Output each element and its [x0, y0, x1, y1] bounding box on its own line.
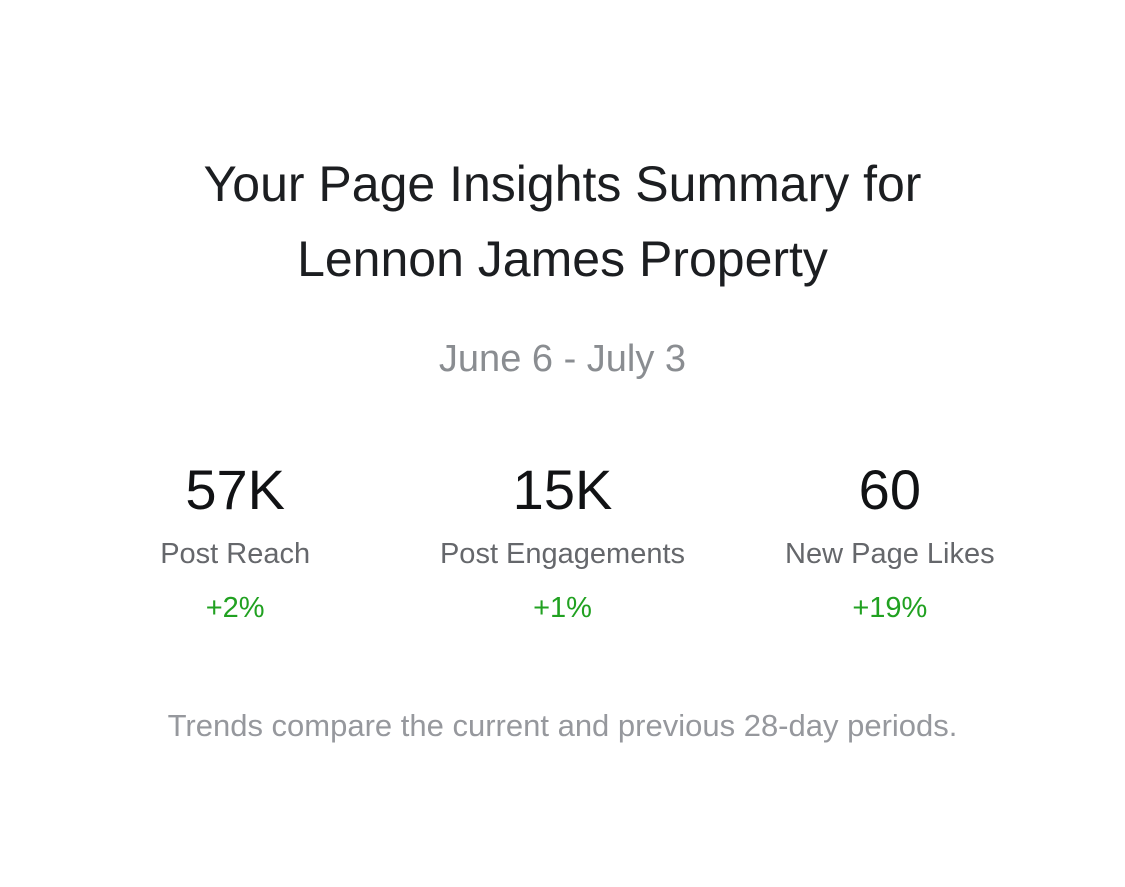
new-page-likes-label: New Page Likes — [785, 538, 995, 570]
metrics-row: 57K Post Reach +2% 15K Post Engagements … — [72, 459, 1054, 625]
page-title-line-2: Lennon James Property — [297, 231, 828, 287]
new-page-likes-trend: +19% — [852, 592, 928, 624]
page-title-line-1: Your Page Insights Summary for — [203, 156, 922, 212]
metric-post-engagements: 15K Post Engagements +1% — [399, 459, 726, 625]
post-reach-value: 57K — [185, 458, 285, 521]
page-title: Your Page Insights Summary for Lennon Ja… — [0, 0, 1125, 297]
date-range-label: June 6 - July 3 — [438, 338, 687, 380]
trend-footnote: Trends compare the current and previous … — [167, 708, 958, 743]
post-reach-trend: +2% — [205, 592, 265, 624]
post-engagements-trend: +1% — [533, 592, 592, 624]
post-reach-label: Post Reach — [160, 538, 311, 570]
metric-post-reach: 57K Post Reach +2% — [72, 459, 399, 625]
post-engagements-value: 15K — [512, 458, 613, 521]
post-engagements-label: Post Engagements — [439, 538, 686, 570]
new-page-likes-value: 60 — [858, 458, 921, 521]
metric-new-page-likes: 60 New Page Likes +19% — [726, 459, 1053, 625]
